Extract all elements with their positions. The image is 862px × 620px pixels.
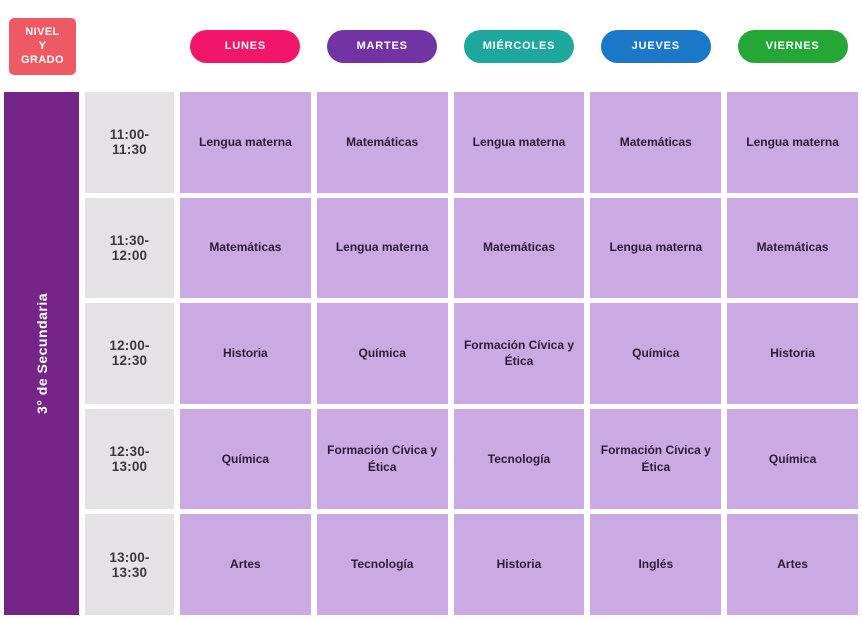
level-label: 3° de Secundaria	[33, 293, 50, 414]
subject-cell: Inglés	[590, 514, 722, 615]
time-cell: 11:30-12:00	[85, 197, 174, 299]
subject-cell: Tecnología	[453, 408, 585, 510]
subject-cell: Historia	[453, 514, 585, 615]
subject-cell: Formación Cívica y Ética	[590, 408, 722, 510]
subject-cell: Matemáticas	[180, 197, 311, 299]
time-cell: 12:00-12:30	[85, 303, 174, 404]
subject-cell: Artes	[727, 514, 858, 615]
subject-cell: Formación Cívica y Ética	[316, 408, 448, 510]
subject-cell: Química	[180, 408, 311, 510]
day-pill-3: MIÉRCOLES	[464, 29, 574, 63]
day-pill-2: MARTES	[327, 29, 438, 63]
nivel-grado-badge: NIVEL Y GRADO	[9, 17, 76, 75]
subject-cell: Tecnología	[316, 514, 448, 615]
subject-cell: Matemáticas	[727, 197, 858, 299]
time-cell: 12:30-13:00	[85, 408, 174, 510]
schedule-grid: 3° de Secundaria 11:00-11:30 Lengua mater…	[0, 92, 862, 615]
header-row: NIVEL Y GRADO LUNES MARTES MIÉRCOLES JUEVES…	[0, 0, 862, 92]
subject-cell: Historia	[180, 303, 311, 404]
level-bar: 3° de Secundaria	[4, 92, 79, 615]
time-cell: 13:00-13:30	[85, 514, 174, 615]
subject-cell: Lengua materna	[727, 92, 858, 193]
subject-cell: Lengua materna	[180, 92, 311, 193]
subject-cell: Lengua materna	[453, 92, 585, 193]
subject-cell: Matemáticas	[316, 92, 448, 193]
subject-cell: Química	[727, 408, 858, 510]
subject-cell: Lengua materna	[316, 197, 448, 299]
subject-cell: Matemáticas	[590, 92, 722, 193]
time-cell: 11:00-11:30	[85, 92, 174, 193]
subject-cell: Formación Cívica y Ética	[453, 303, 585, 404]
day-pill-1: LUNES	[190, 29, 301, 63]
subject-cell: Lengua materna	[590, 197, 722, 299]
day-pill-4: JUEVES	[600, 29, 711, 63]
subject-cell: Química	[316, 303, 448, 404]
day-pill-5: VIERNES	[737, 29, 848, 63]
subject-cell: Artes	[180, 514, 311, 615]
subject-cell: Química	[590, 303, 722, 404]
subject-cell: Historia	[727, 303, 858, 404]
subject-cell: Matemáticas	[453, 197, 585, 299]
